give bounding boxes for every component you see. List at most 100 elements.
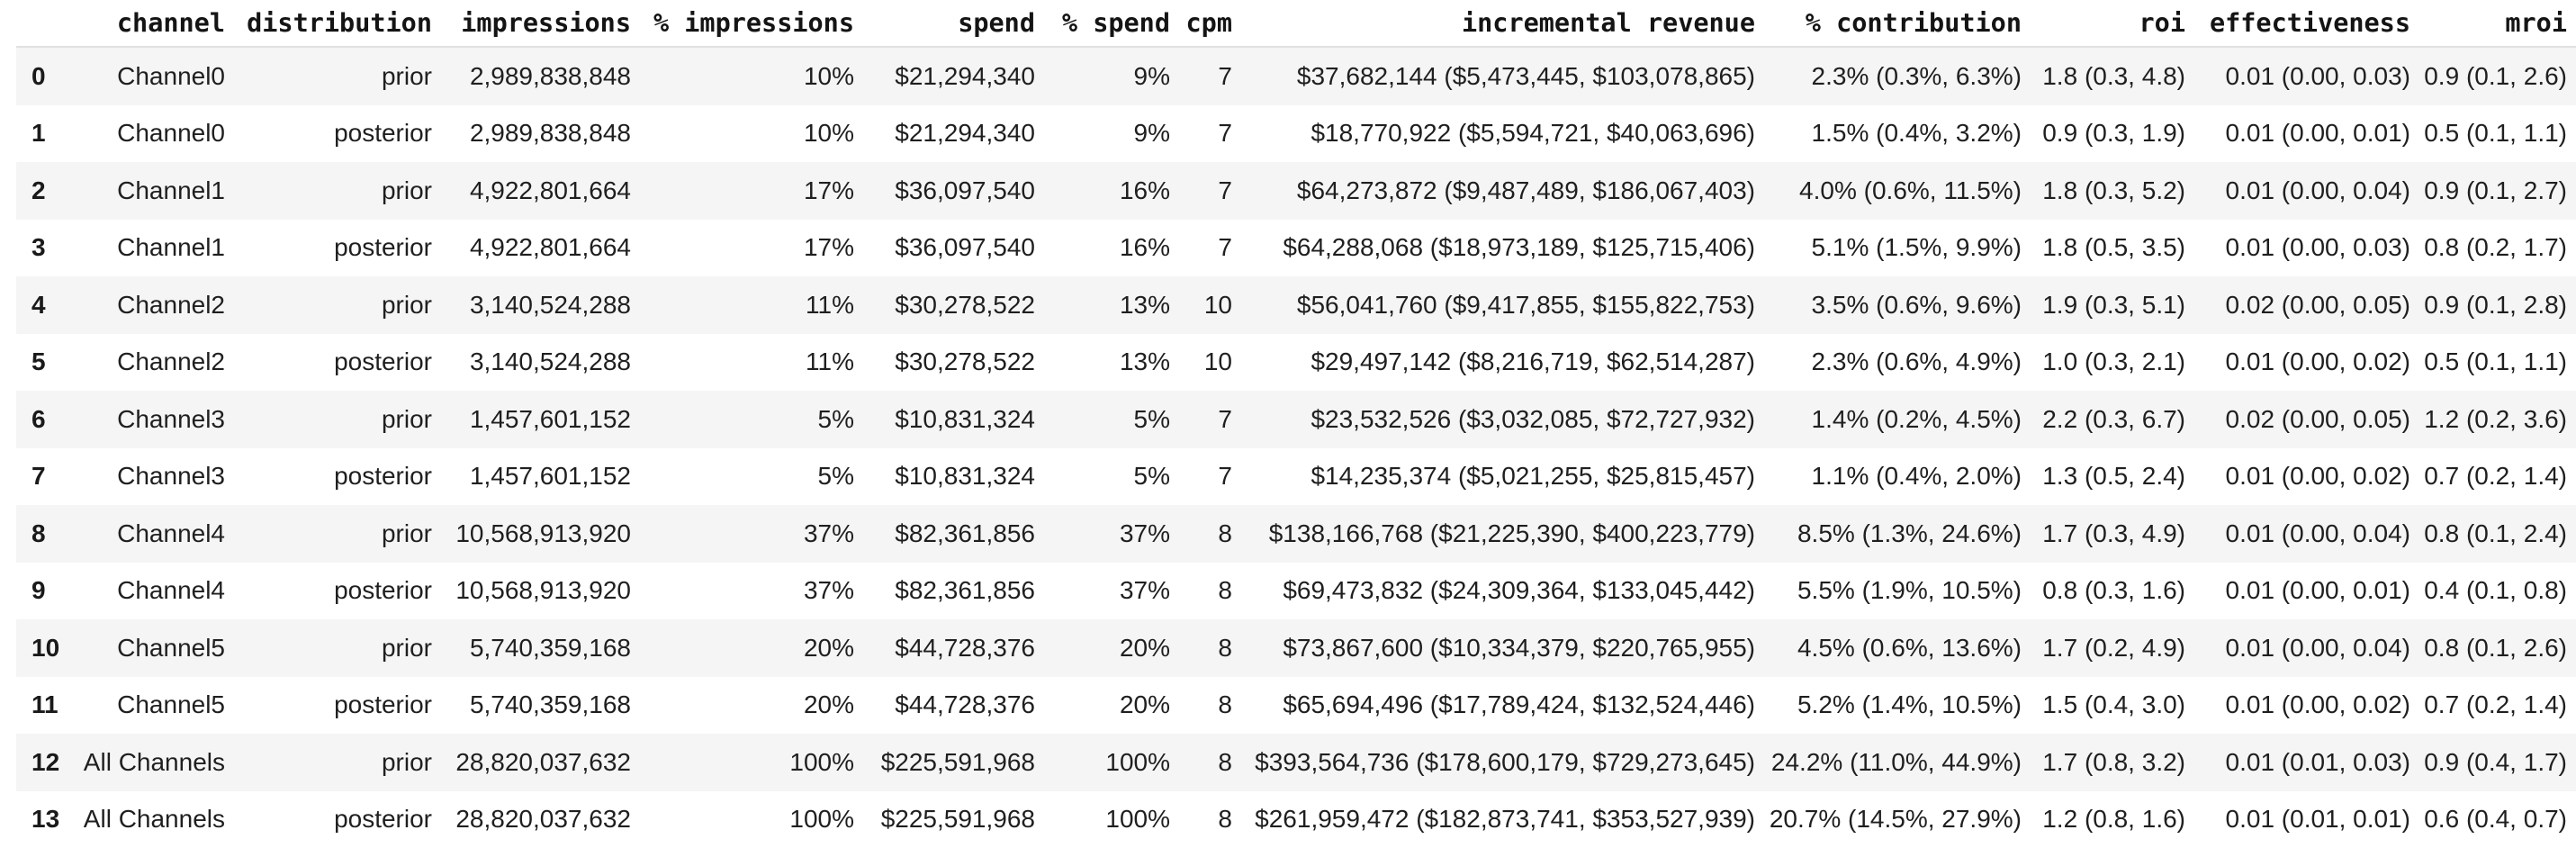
cell-effectiveness: 0.02 (0.00, 0.05) xyxy=(2225,290,2410,319)
cell-roi: 1.7 (0.8, 3.2) xyxy=(2042,747,2185,776)
cell-spend: $10,831,324 xyxy=(895,462,1035,491)
cell-effectiveness: 0.01 (0.00, 0.02) xyxy=(2225,462,2410,491)
cell-contribution: 4.5% (0.6%, 13.6%) xyxy=(1797,633,2022,662)
cell-contribution: 5.1% (1.5%, 9.9%) xyxy=(1811,233,2022,262)
row-index: 13 xyxy=(32,805,60,834)
cell-spend: 13% xyxy=(1119,347,1170,376)
channel-summary-table: channel distribution impressions% impressi… xyxy=(16,0,2576,848)
cell-impressions: 2,989,838,848 xyxy=(469,119,631,148)
cell-spend: $30,278,522 xyxy=(895,347,1035,376)
cell-impressions: 5,740,359,168 xyxy=(469,690,631,719)
table-row-2: 2 Channel1 prior 4,922,801,664 17% $36,097,54… xyxy=(16,162,2576,220)
cell-roi: 0.9 (0.3, 1.9) xyxy=(2042,119,2185,148)
cell-distribution: posterior xyxy=(334,690,432,719)
cell-distribution: prior xyxy=(381,747,432,776)
cell-incremental-revenue: $29,497,142 ($8,216,719, $62,514,287) xyxy=(1311,347,1755,376)
cell-spend: 20% xyxy=(1119,690,1170,719)
table-row-10: 10 Channel5 prior 5,740,359,168 20% $44,728,3… xyxy=(16,619,2576,677)
cell-mroi: 0.6 (0.4, 0.7) xyxy=(2424,805,2567,834)
cell-mroi: 0.8 (0.2, 1.7) xyxy=(2424,233,2567,262)
cell-spend: 16% xyxy=(1119,176,1170,204)
cell-channel: Channel3 xyxy=(117,462,225,491)
cell-incremental-revenue: $393,564,736 ($178,600,179, $729,273,645… xyxy=(1255,747,1755,776)
cell-contribution: 4.0% (0.6%, 11.5%) xyxy=(1799,176,2022,204)
cell-impressions: 3,140,524,288 xyxy=(469,290,631,319)
cell-roi: 1.8 (0.3, 5.2) xyxy=(2042,176,2185,204)
row-index: 11 xyxy=(32,690,59,719)
cell-channel: Channel2 xyxy=(117,290,225,319)
cell-spend: 9% xyxy=(1133,119,1170,148)
cell-distribution: posterior xyxy=(334,805,432,834)
cell-effectiveness: 0.01 (0.00, 0.04) xyxy=(2225,633,2410,662)
cell-spend: $21,294,340 xyxy=(895,119,1035,148)
cell-cpm: 8 xyxy=(1218,690,1232,719)
cell-roi: 1.7 (0.3, 4.9) xyxy=(2042,519,2185,547)
row-index: 1 xyxy=(32,119,46,148)
cell-cpm: 7 xyxy=(1218,404,1232,433)
row-index: 4 xyxy=(32,290,46,319)
table-row-9: 9 Channel4 posterior 10,568,913,920 37% $82,3… xyxy=(16,562,2576,619)
cell-impressions: 1,457,601,152 xyxy=(469,462,631,491)
cell-impressions: 11% xyxy=(806,290,854,319)
cell-impressions: 100% xyxy=(789,805,854,834)
cell-roi: 1.0 (0.3, 2.1) xyxy=(2042,347,2185,376)
cell-effectiveness: 0.01 (0.00, 0.02) xyxy=(2225,347,2410,376)
cell-channel: Channel4 xyxy=(117,576,225,605)
cell-cpm: 7 xyxy=(1218,119,1232,148)
cell-spend: 5% xyxy=(1133,462,1170,491)
cell-contribution: 8.5% (1.3%, 24.6%) xyxy=(1797,519,2022,547)
cell-incremental-revenue: $14,235,374 ($5,021,255, $25,815,457) xyxy=(1311,462,1755,491)
cell-impressions: 10% xyxy=(803,61,854,90)
cell-channel: Channel3 xyxy=(117,404,225,433)
cell-spend: $30,278,522 xyxy=(895,290,1035,319)
cell-channel: Channel0 xyxy=(117,61,225,90)
cell-channel: Channel5 xyxy=(117,633,225,662)
cell-distribution: prior xyxy=(381,519,432,547)
table-row-5: 5 Channel2 posterior 3,140,524,288 11% $30,27… xyxy=(16,333,2576,391)
table-row-8: 8 Channel4 prior 10,568,913,920 37% $82,361,8… xyxy=(16,505,2576,563)
cell-effectiveness: 0.01 (0.00, 0.02) xyxy=(2225,690,2410,719)
cell-impressions: 20% xyxy=(803,633,854,662)
row-index: 0 xyxy=(32,61,46,90)
cell-effectiveness: 0.01 (0.00, 0.03) xyxy=(2225,233,2410,262)
cell-distribution: posterior xyxy=(334,347,432,376)
cell-impressions: 20% xyxy=(803,690,854,719)
row-index: 10 xyxy=(32,633,60,662)
cell-mroi: 0.8 (0.1, 2.4) xyxy=(2424,519,2567,547)
cell-incremental-revenue: $18,770,922 ($5,594,721, $40,063,696) xyxy=(1311,119,1755,148)
row-index: 6 xyxy=(32,404,46,433)
cell-cpm: 8 xyxy=(1218,576,1232,605)
column-header-impressions: % impressions xyxy=(631,0,854,48)
table-row-12: 12 All Channels prior 28,820,037,632 100% $22… xyxy=(16,734,2576,791)
row-index: 3 xyxy=(32,233,46,262)
cell-cpm: 8 xyxy=(1218,519,1232,547)
cell-mroi: 0.7 (0.2, 1.4) xyxy=(2424,462,2567,491)
column-header-effectiveness: effectiveness xyxy=(2185,0,2410,48)
column-header-cpm: cpm xyxy=(1170,0,1232,48)
cell-incremental-revenue: $56,041,760 ($9,417,855, $155,822,753) xyxy=(1296,290,1755,319)
cell-incremental-revenue: $64,288,068 ($18,973,189, $125,715,406) xyxy=(1283,233,1755,262)
cell-incremental-revenue: $73,867,600 ($10,334,379, $220,765,955) xyxy=(1283,633,1755,662)
cell-spend: 5% xyxy=(1133,404,1170,433)
cell-channel: All Channels xyxy=(83,747,225,776)
cell-cpm: 8 xyxy=(1218,747,1232,776)
cell-distribution: prior xyxy=(381,404,432,433)
cell-spend: $82,361,856 xyxy=(895,576,1035,605)
cell-contribution: 5.5% (1.9%, 10.5%) xyxy=(1797,576,2022,605)
cell-impressions: 2,989,838,848 xyxy=(469,61,631,90)
cell-spend: $44,728,376 xyxy=(895,633,1035,662)
cell-incremental-revenue: $69,473,832 ($24,309,364, $133,045,442) xyxy=(1283,576,1755,605)
cell-spend: 100% xyxy=(1105,747,1170,776)
column-header-spend: spend xyxy=(854,0,1035,48)
cell-cpm: 7 xyxy=(1218,176,1232,204)
cell-cpm: 10 xyxy=(1203,290,1232,319)
cell-impressions: 10,568,913,920 xyxy=(455,519,631,547)
row-index: 12 xyxy=(32,747,60,776)
cell-incremental-revenue: $64,273,872 ($9,487,489, $186,067,403) xyxy=(1296,176,1755,204)
cell-impressions: 17% xyxy=(803,233,854,262)
row-index: 9 xyxy=(32,576,46,605)
cell-channel: Channel2 xyxy=(117,347,225,376)
dataframe-output: channel distribution impressions% impressi… xyxy=(16,0,2576,848)
table-row-7: 7 Channel3 posterior 1,457,601,152 5% $10,831… xyxy=(16,447,2576,505)
cell-effectiveness: 0.01 (0.00, 0.01) xyxy=(2225,576,2410,605)
